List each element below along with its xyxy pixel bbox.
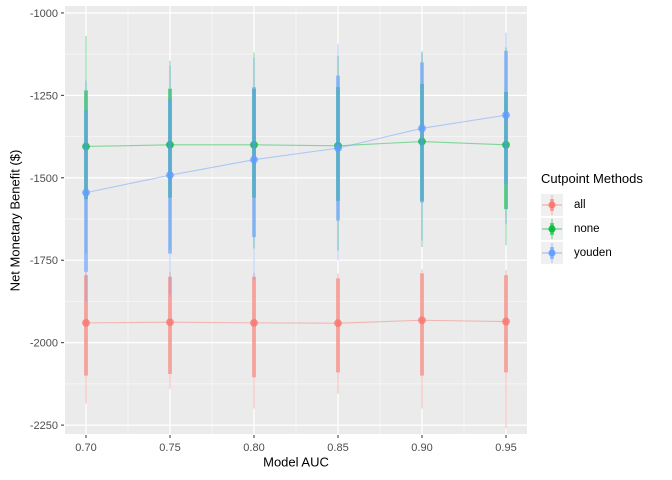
svg-text:0.95: 0.95 <box>495 442 516 454</box>
svg-text:-1500: -1500 <box>30 173 58 185</box>
pointrange-icon-none <box>541 218 563 240</box>
svg-text:-1000: -1000 <box>30 8 58 20</box>
svg-text:0.80: 0.80 <box>243 442 264 454</box>
legend-label-none: none <box>574 223 600 235</box>
pointrange-icon-all <box>541 194 563 216</box>
legend-item-youden: youden <box>541 241 643 265</box>
legend-label-all: all <box>574 199 586 211</box>
svg-text:-2000: -2000 <box>30 338 58 350</box>
svg-text:0.90: 0.90 <box>411 442 432 454</box>
svg-text:0.75: 0.75 <box>159 442 180 454</box>
x-axis-title: Model AUC <box>263 454 329 470</box>
svg-text:-1250: -1250 <box>30 90 58 102</box>
svg-text:0.70: 0.70 <box>75 442 96 454</box>
legend-item-none: none <box>541 217 643 241</box>
y-axis-title: Net Monetary Benefit ($) <box>7 149 23 291</box>
pointrange-icon-youden <box>541 242 563 264</box>
svg-text:-1750: -1750 <box>30 255 58 267</box>
svg-text:-2250: -2250 <box>30 420 58 432</box>
legend-title: Cutpoint Methods <box>541 171 643 186</box>
legend-label-youden: youden <box>574 247 612 259</box>
legend: Cutpoint Methods all <box>541 171 643 265</box>
legend-item-all: all <box>541 193 643 217</box>
svg-text:0.85: 0.85 <box>327 442 348 454</box>
